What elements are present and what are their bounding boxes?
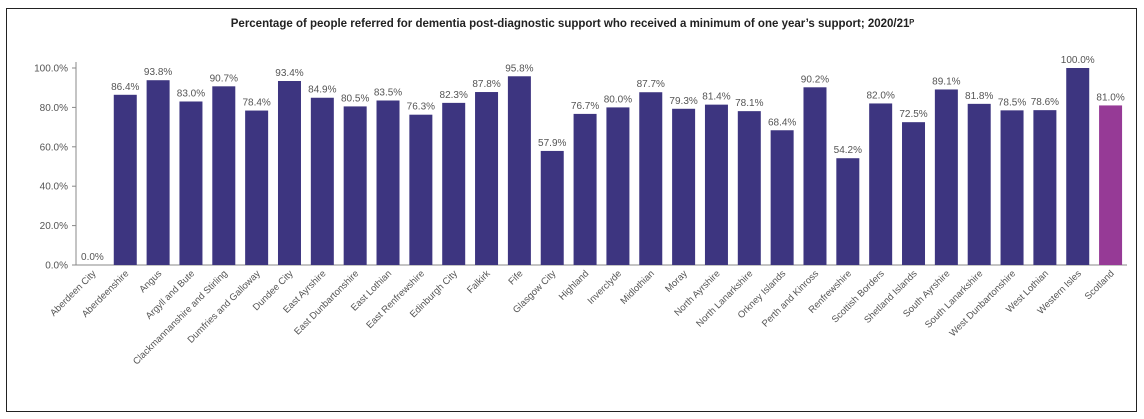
category-label: Scotland — [1083, 268, 1117, 302]
bar — [245, 110, 269, 265]
bar — [934, 89, 958, 266]
data-label: 89.1% — [932, 76, 960, 87]
y-tick-label: 0.0% — [45, 261, 68, 272]
data-label: 95.8% — [505, 63, 533, 74]
data-label: 57.9% — [538, 138, 566, 149]
bar — [836, 158, 860, 265]
data-label: 80.0% — [604, 94, 632, 105]
category-label: Moray — [663, 268, 690, 295]
category-label: Falkirk — [465, 268, 493, 296]
chart-title: Percentage of people referred for dement… — [230, 18, 915, 30]
bar — [967, 103, 991, 265]
bar-chart: 0.0%20.0%40.0%60.0%80.0%100.0%0.0%Aberde… — [34, 55, 1127, 367]
bar — [803, 87, 827, 265]
data-label: 0.0% — [81, 252, 104, 263]
data-label: 78.4% — [242, 98, 270, 109]
category-label: South Lanarkshire — [923, 268, 985, 330]
bar — [475, 92, 499, 265]
data-label: 80.5% — [341, 93, 369, 104]
data-label: 76.7% — [571, 101, 599, 112]
bar — [179, 101, 203, 266]
bar — [1033, 110, 1057, 266]
data-label: 81.0% — [1096, 92, 1124, 103]
bar — [409, 114, 433, 266]
category-label: Fife — [507, 268, 526, 287]
data-label: 90.2% — [801, 74, 829, 85]
data-label: 82.3% — [440, 90, 468, 101]
bar — [113, 94, 137, 266]
data-label: 83.0% — [177, 88, 205, 99]
bar — [1066, 68, 1090, 265]
data-label: 81.4% — [702, 92, 730, 103]
data-label: 93.4% — [275, 68, 303, 79]
y-tick-label: 100.0% — [34, 64, 68, 75]
y-tick-label: 20.0% — [40, 221, 68, 232]
data-label: 83.5% — [374, 88, 402, 99]
bar — [737, 111, 761, 265]
bar — [770, 130, 794, 265]
data-label: 54.2% — [834, 145, 862, 156]
bar — [212, 86, 236, 265]
category-label: North Lanarkshire — [694, 268, 755, 329]
data-label: 93.8% — [144, 67, 172, 78]
data-label: 78.5% — [998, 97, 1026, 108]
bar — [507, 76, 531, 265]
bar — [606, 107, 630, 266]
data-label: 86.4% — [111, 82, 139, 93]
bar — [376, 100, 400, 265]
bar — [639, 92, 663, 265]
bar — [540, 150, 564, 265]
data-label: 90.7% — [210, 73, 238, 84]
bar — [310, 97, 334, 265]
bar — [1099, 105, 1123, 266]
bar — [704, 104, 728, 265]
bar — [442, 102, 466, 265]
bar — [1000, 110, 1024, 265]
data-label: 78.1% — [735, 98, 763, 109]
category-label: Inverclyde — [586, 268, 624, 306]
data-label: 100.0% — [1061, 55, 1095, 66]
data-label: 81.8% — [965, 91, 993, 102]
category-label: Midlothian — [618, 268, 656, 306]
data-label: 72.5% — [899, 109, 927, 120]
data-label: 84.9% — [308, 85, 336, 96]
data-label: 79.3% — [669, 96, 697, 107]
category-label: East Renfrewshire — [364, 268, 427, 331]
y-tick-label: 80.0% — [40, 103, 68, 114]
data-label: 76.3% — [407, 102, 435, 113]
chart-frame: Percentage of people referred for dement… — [6, 8, 1137, 412]
bar — [672, 108, 696, 266]
y-tick-label: 40.0% — [40, 182, 68, 193]
bar — [573, 113, 597, 265]
data-label: 87.7% — [637, 79, 665, 90]
data-label: 68.4% — [768, 117, 796, 128]
bar — [146, 80, 170, 266]
bar — [902, 122, 926, 265]
data-label: 87.8% — [472, 79, 500, 90]
data-label: 82.0% — [866, 90, 894, 101]
bar — [277, 81, 301, 265]
bar — [343, 106, 367, 265]
bar — [869, 103, 893, 266]
category-label: Perth and Kinross — [760, 268, 821, 329]
y-tick-label: 60.0% — [40, 142, 68, 153]
category-label: Angus — [137, 268, 164, 295]
data-label: 78.6% — [1031, 97, 1059, 108]
